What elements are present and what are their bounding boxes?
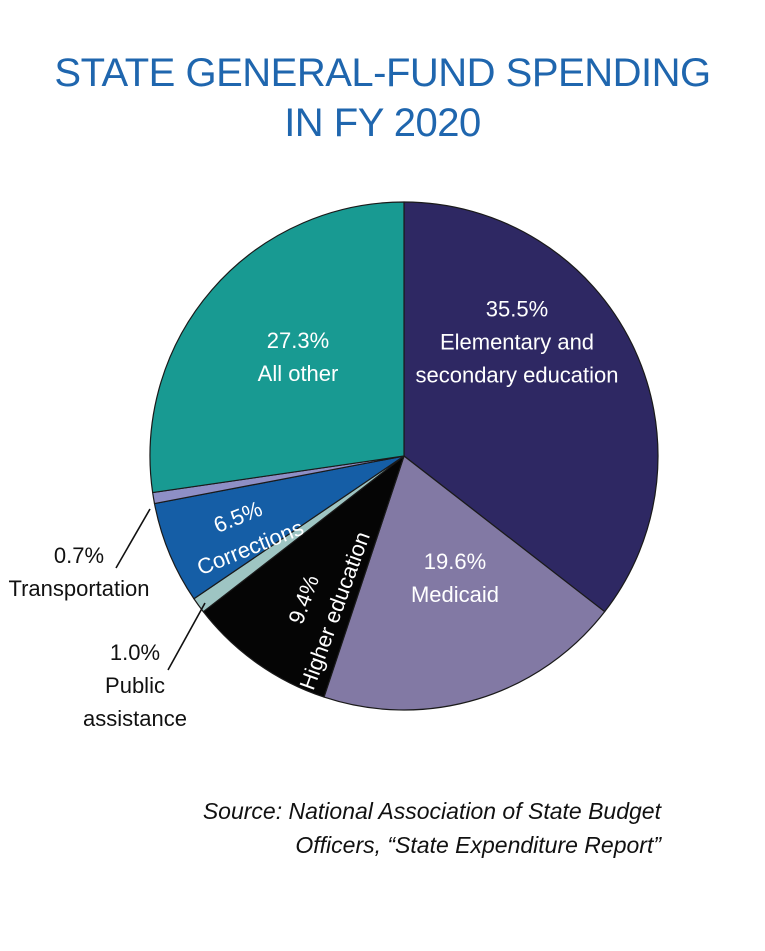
chart-title: STATE GENERAL-FUND SPENDING IN FY 2020 [0,48,765,148]
slice-label-public-assistance-text: Public [105,673,165,698]
pie-slice-elementary-and-secondary-education [403,201,659,613]
pie-slices [149,201,659,711]
slice-label-public-assistance-text: assistance [83,706,187,731]
source-line-1: Source: National Association of State Bu… [202,798,661,824]
slice-label-all-other: 27.3% All other [258,328,339,386]
slice-label-transportation-value: 0.7% [54,543,104,568]
slice-label-transportation-text: Transportation [8,576,149,601]
slice-label-medicaid: 19.6% Medicaid [411,549,499,607]
source-note: Source: National Association of State Bu… [203,794,661,862]
source-line-2: Officers, “State Expenditure Report” [295,832,661,858]
slice-label-medicaid-text: Medicaid [411,582,499,607]
slice-label-all-other-value: 27.3% [267,328,329,353]
slice-label-transportation: 0.7% Transportation [8,543,149,601]
slice-label-elementary-and-secondary-education-text: secondary education [415,363,618,388]
leader-line-public-assistance [167,602,206,671]
leader-line-transportation [115,508,151,569]
slice-label-public-assistance-value: 1.0% [110,640,160,665]
slice-label-medicaid-value: 19.6% [424,549,486,574]
slice-label-elementary-and-secondary-education-text: Elementary and [440,330,594,355]
pie-slice-medicaid [323,455,606,711]
slice-label-public-assistance: 1.0% Public assistance [83,640,187,731]
slice-label-all-other-text: All other [258,361,339,386]
pie-slice-higher-education [202,455,405,698]
slice-label-elementary-and-secondary-education: 35.5% Elementary and secondary education [415,297,618,388]
pie-slice-all-other [149,201,405,494]
slice-label-elementary-and-secondary-education-value: 35.5% [486,297,548,322]
chart-title-line-1: STATE GENERAL-FUND SPENDING [54,51,711,95]
chart-title-line-2: IN FY 2020 [284,101,481,145]
